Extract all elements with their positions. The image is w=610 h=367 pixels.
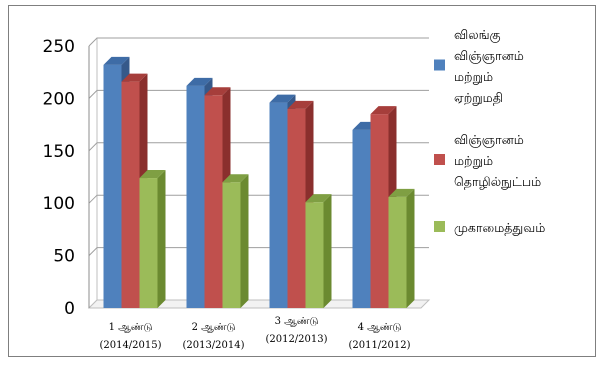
back-wall-edge: [88, 38, 98, 309]
legend-label: தொழில்நுட்பம்: [454, 174, 541, 190]
y-tick-label: 50: [53, 247, 75, 267]
bar-top: [388, 188, 415, 197]
gridline: [88, 37, 429, 47]
bar: [222, 182, 241, 308]
bar-top: [269, 94, 296, 103]
bar: [139, 178, 158, 308]
bar-top: [103, 56, 130, 65]
legend-swatch: [434, 59, 445, 71]
gridline: [88, 142, 429, 152]
y-tick-label: 250: [43, 37, 75, 57]
bar-top: [222, 174, 249, 183]
x-tick-sublabel: (2011/2012): [348, 340, 410, 351]
bar: [352, 129, 371, 308]
bar: [305, 202, 324, 308]
legend-label: விலங்கு: [454, 27, 501, 43]
x-tick-sublabel: (2014/2015): [99, 340, 161, 351]
x-tick-sublabel: (2013/2014): [182, 340, 244, 351]
legend-swatch: [434, 221, 445, 232]
x-tick-label: 1 ஆண்டு: [109, 322, 153, 333]
chart-frame: 0 50 100 150 200 250 1 ஆண்டு (2014/2015) 2 ஆண்டு…: [8, 5, 596, 357]
bar-chart: 0 50 100 150 200 250 1 ஆண்டு (2014/2015) 2 ஆண்டு…: [43, 27, 546, 351]
x-tick-label: 3 ஆண்டு: [275, 316, 319, 327]
y-tick-label: 0: [64, 299, 75, 319]
bar-top: [305, 194, 332, 203]
legend-label: முகாமைத்துவம்: [454, 220, 545, 236]
bar-side: [406, 188, 415, 308]
bar: [204, 95, 223, 308]
y-tick-label: 200: [43, 89, 75, 109]
bar: [287, 108, 306, 308]
x-tick-label: 4 ஆண்டு: [358, 322, 402, 333]
y-tick-label: 150: [43, 142, 75, 162]
bar: [186, 85, 205, 308]
bar-side: [240, 174, 249, 308]
bar: [103, 64, 122, 308]
bar: [121, 81, 140, 308]
legend-label: மற்றும்: [454, 153, 493, 169]
legend-label: விஞ்ஞானம்: [454, 48, 524, 64]
bar-top: [121, 73, 148, 82]
bar-top: [186, 77, 213, 86]
x-tick-sublabel: (2012/2013): [265, 334, 327, 345]
bar-top: [204, 87, 231, 96]
legend-swatch: [434, 154, 445, 165]
bar-top: [287, 100, 314, 109]
bar: [269, 102, 288, 308]
bar: [370, 114, 389, 309]
bar: [388, 196, 407, 308]
legend-label: ஏற்றுமதி: [454, 90, 503, 106]
legend-label: விஞ்ஞானம்: [454, 132, 524, 148]
y-tick-label: 100: [43, 194, 75, 214]
bar-side: [157, 170, 166, 308]
bar-top: [370, 106, 397, 115]
x-tick-label: 2 ஆண்டு: [192, 322, 236, 333]
legend-label: மற்றும்: [454, 69, 493, 85]
bar-side: [323, 194, 332, 308]
bar-top: [139, 170, 166, 179]
gridline: [88, 89, 429, 99]
